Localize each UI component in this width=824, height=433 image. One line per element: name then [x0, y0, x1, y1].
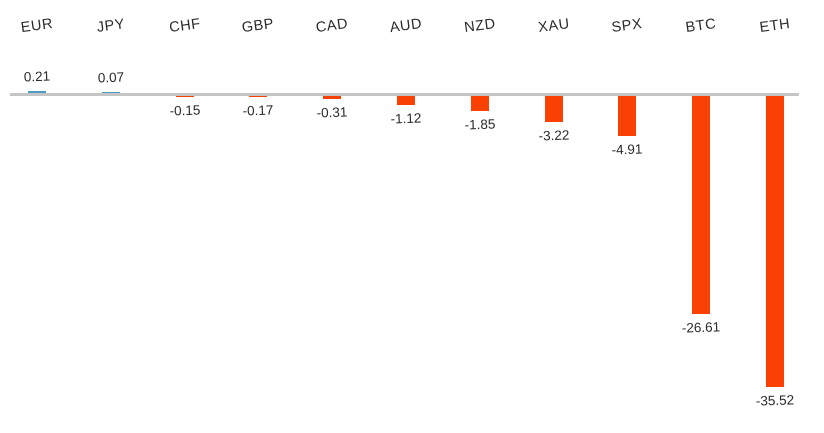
category-label-spx: SPX [611, 16, 644, 36]
bar-chf [175, 96, 194, 97]
value-label-spx: -4.91 [611, 141, 644, 158]
bar-gbp [249, 96, 268, 97]
bar-xau [544, 96, 563, 122]
category-label-eth: ETH [758, 16, 792, 36]
bar-btc [692, 96, 711, 314]
category-label-jpy: JPY [95, 16, 126, 36]
value-label-eth: -35.52 [755, 392, 795, 409]
value-label-jpy: 0.07 [97, 69, 125, 86]
bar-nzd [470, 96, 489, 111]
bar-cad [323, 96, 342, 99]
zero-axis-line [10, 93, 799, 96]
category-label-xau: XAU [536, 16, 571, 36]
category-label-gbp: GBP [241, 15, 276, 37]
value-label-aud: -1.12 [390, 110, 422, 127]
category-label-cad: CAD [315, 15, 350, 37]
category-label-btc: BTC [684, 16, 718, 36]
bar-eth [766, 96, 784, 387]
category-label-eur: EUR [19, 15, 55, 37]
category-label-chf: CHF [167, 16, 202, 36]
bar-spx [618, 96, 637, 136]
bar-eur [28, 91, 46, 93]
value-label-gbp: -0.17 [242, 102, 275, 119]
bar-jpy [101, 92, 120, 93]
value-label-btc: -26.61 [681, 319, 721, 336]
category-label-nzd: NZD [463, 16, 497, 36]
bar-aud [397, 96, 415, 105]
value-label-nzd: -1.85 [464, 116, 496, 133]
value-label-eur: 0.21 [23, 68, 51, 85]
value-label-chf: -0.15 [168, 102, 201, 119]
value-label-cad: -0.31 [316, 104, 348, 121]
value-label-xau: -3.22 [537, 127, 570, 144]
category-label-aud: AUD [388, 15, 424, 37]
